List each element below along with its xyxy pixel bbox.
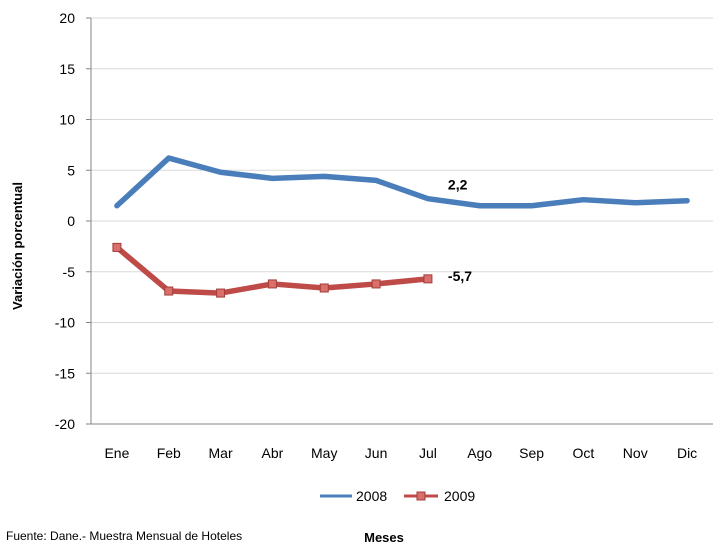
x-tick-label: Ene [104,445,129,461]
y-tick-label: -15 [55,365,75,381]
y-tick-label: 5 [67,162,75,178]
series-marker-2009 [216,288,226,298]
legend-label-2008: 2008 [356,488,387,504]
series-marker-2009 [267,279,277,289]
legend: 2008 2009 [320,488,475,504]
legend-marker-2009 [416,491,426,501]
y-axis-label: Variación porcentual [10,182,25,310]
legend-label-2009: 2009 [444,488,475,504]
y-tick-label: 10 [59,112,75,128]
gridlines [91,17,713,425]
source-note: Fuente: Dane.- Muestra Mensual de Hotele… [6,529,243,543]
y-tick-label: -20 [55,416,75,432]
data-label-2009: -5,7 [448,268,472,284]
x-tick-label: Oct [573,445,595,461]
x-tick-label: Jul [419,445,437,461]
x-tick-label: Feb [157,445,181,461]
x-tick-labels: Ene Feb Mar Abr May Jun Jul Ago Sep Oct Nov Dic [104,445,697,461]
y-tick-labels: -20 -15 -10 -5 0 5 10 15 20 [55,10,75,432]
y-tick-label: 0 [67,213,75,229]
x-tick-label: May [311,445,337,461]
data-label-2008: 2,2 [448,177,468,193]
x-tick-label: Nov [623,445,648,461]
x-tick-label: Jun [365,445,388,461]
series-group [112,155,690,298]
data-labels: 2,2 -5,7 [448,177,472,284]
x-tick-label: Dic [677,445,697,461]
x-tick-label: Mar [209,445,233,461]
series-marker-2009 [164,286,174,296]
x-tick-label: Ago [467,445,492,461]
y-tick-label: -5 [63,264,76,280]
y-tick-label: -10 [55,315,75,331]
x-tick-label: Sep [519,445,544,461]
y-tick-label: 15 [59,61,75,77]
y-tick-label: 20 [59,10,75,26]
series-line-2008 [114,155,690,209]
series-marker-2009 [112,242,122,252]
series-marker-2009 [423,274,433,284]
axes [86,17,713,425]
x-tick-label: Abr [262,445,284,461]
series-marker-2009 [319,283,329,293]
x-axis-label: Meses [364,530,404,545]
series-marker-2009 [371,279,381,289]
